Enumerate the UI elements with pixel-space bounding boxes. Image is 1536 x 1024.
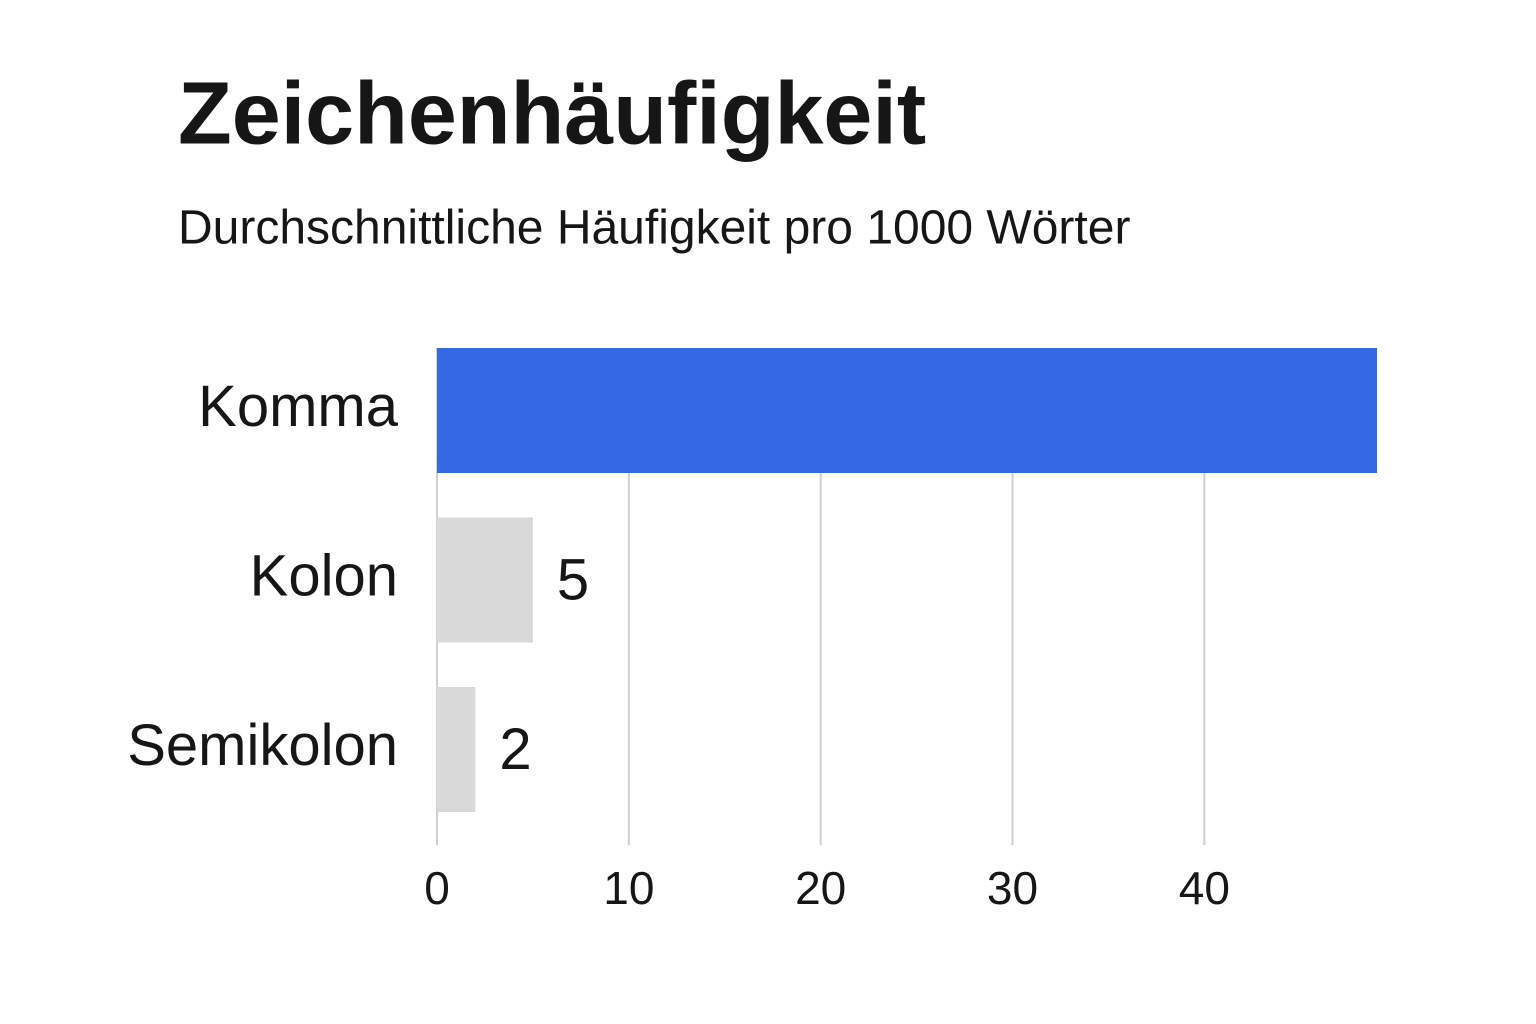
x-tick-label: 20 [795, 862, 846, 914]
x-tick-label: 10 [603, 862, 654, 914]
data-label: 5 [557, 547, 589, 612]
y-tick-label: Komma [198, 374, 399, 439]
y-tick-label: Semikolon [127, 713, 398, 778]
x-tick-label: 40 [1179, 862, 1230, 914]
chart-title: Zeichenhäufigkeit [178, 63, 926, 162]
y-tick-label: Kolon [250, 543, 398, 608]
data-label: 2 [499, 717, 531, 782]
bar [437, 348, 1377, 473]
bar [437, 687, 476, 812]
chart-subtitle: Durchschnittliche Häufigkeit pro 1000 Wö… [178, 202, 1130, 255]
x-tick-label: 0 [424, 862, 450, 914]
x-tick-label: 30 [987, 862, 1038, 914]
bar [437, 517, 533, 643]
